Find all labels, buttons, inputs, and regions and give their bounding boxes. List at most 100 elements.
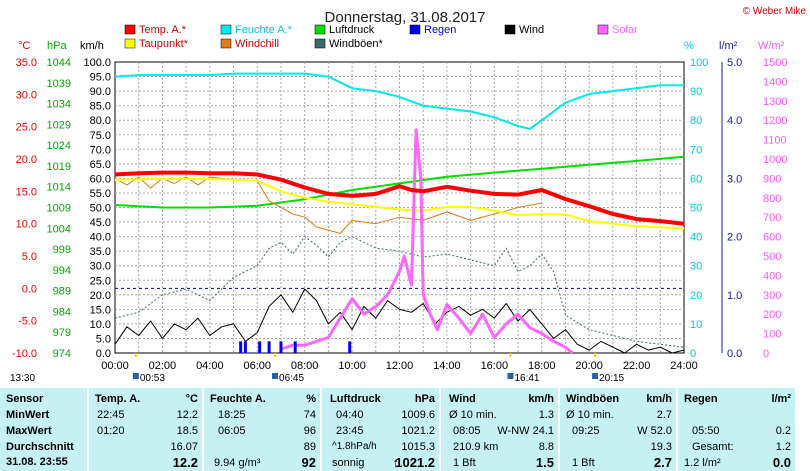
press-trend-arrow-icon: ↑ xyxy=(392,455,400,470)
solar-tick-label: 1000 xyxy=(763,154,787,166)
legend-swatch xyxy=(314,38,326,49)
hum-tick-label: 40 xyxy=(690,232,702,244)
temp-min: 12.2 xyxy=(176,409,198,421)
legend-swatch xyxy=(124,38,136,49)
temp-tick-label: -10.0 xyxy=(12,348,37,360)
press-tick-label: 989 xyxy=(53,286,71,298)
avg-label: Durchschnitt xyxy=(6,441,74,453)
press-min: 1009.6 xyxy=(401,409,435,421)
rain-current: 0.0 xyxy=(772,455,791,470)
wind-tick-label: 95.0 xyxy=(90,72,111,84)
wind-avg: 8.8 xyxy=(538,441,554,453)
hum-tick-label: 0 xyxy=(690,348,696,360)
temp-panel: Temp. A. °C 22:45 12.2 01:20 18.5 16.07 … xyxy=(89,388,202,471)
legend-label: Solar xyxy=(612,24,638,36)
x-tick-label: 06:00 xyxy=(243,360,271,372)
wind-tick-label: 40.0 xyxy=(90,232,111,244)
solar-unit-label: W/m² xyxy=(758,40,785,52)
press-tick-label: 1019 xyxy=(47,161,71,173)
marker-label: 06:45 xyxy=(279,373,304,384)
press-trend: ^1.8hPa/h xyxy=(332,441,377,452)
wind-tick-label: 25.0 xyxy=(90,275,111,287)
legend-swatch xyxy=(504,24,516,35)
x-tick-label: 00:00 xyxy=(101,360,129,372)
rain-unit-label: l/m² xyxy=(719,40,738,52)
time-markers: 00:53 06:45 16:41 20:15 xyxy=(132,353,625,384)
axis-units: °C hPa km/h% l/m² W/m² xyxy=(18,40,785,52)
hum-min-time: 18:25 xyxy=(218,409,246,421)
wind-current: 1.5 xyxy=(535,455,554,470)
hum-tick-label: 80 xyxy=(690,115,702,127)
solar-tick-label: 1100 xyxy=(763,135,787,147)
hum-panel: Feuchte A. % 18:25 74 06:05 96 89 9.94 g… xyxy=(204,388,320,471)
solar-tick-label: 0 xyxy=(763,348,769,360)
press-tick-label: 1029 xyxy=(47,119,71,131)
legend-swatch xyxy=(597,24,609,35)
hum-max: 96 xyxy=(303,425,316,437)
rain-bar xyxy=(293,341,297,353)
hum-unit: % xyxy=(306,393,316,405)
x-tick-label: 18:00 xyxy=(528,360,556,372)
rain-max: 0.2 xyxy=(775,425,791,437)
temp-tick-label: 5.0 xyxy=(22,251,37,263)
rain-rate: 1.2 l/m² xyxy=(684,457,721,469)
wind-tick-label: 100.0 xyxy=(83,57,111,69)
wind-unit-label: km/h xyxy=(80,40,104,52)
gust-avg10: 2.7 xyxy=(656,409,672,421)
solar-tick-label: 1500 xyxy=(763,57,787,69)
legend-label: Regen xyxy=(424,24,456,36)
marker-label: 00:53 xyxy=(140,373,165,384)
marker-icon xyxy=(132,373,139,379)
series-line-luftdruck xyxy=(114,155,685,209)
time-left-label: 13:30 xyxy=(10,373,35,384)
wind-max: W-NW 24.1 xyxy=(497,425,554,437)
press-unit-label: hPa xyxy=(47,40,67,52)
temp-max: 18.5 xyxy=(176,425,198,437)
wind-tick-label: 5.0 xyxy=(96,333,111,345)
marker-label: 16:41 xyxy=(514,373,539,384)
min-label: MinWert xyxy=(6,409,50,421)
press-tick-label: 979 xyxy=(53,327,71,339)
hum-tick-label: 20 xyxy=(690,290,702,302)
sensor-header: Sensor xyxy=(6,393,44,405)
rain-total-label: Gesamt: xyxy=(692,441,734,453)
wind-tick-label: 70.0 xyxy=(90,144,111,156)
x-tick-label: 10:00 xyxy=(338,360,366,372)
temp-tick-label: 20.0 xyxy=(16,154,37,166)
gust-max: W 52.0 xyxy=(637,425,672,437)
press-max: 1021.2 xyxy=(401,425,435,437)
wind-tick-label: 65.0 xyxy=(90,159,111,171)
weather-chart: Donnerstag, 31.08.2017 © Weber Mike Temp… xyxy=(10,6,807,384)
temp-avg: 16.07 xyxy=(170,441,198,453)
chart-legend: Temp. A.* Feuchte A.* Luftdruck Regen Wind So… xyxy=(124,24,638,50)
hum-tick-label: 100 xyxy=(690,57,708,69)
wind-tick-label: 90.0 xyxy=(90,86,111,98)
series-line-wind xyxy=(114,288,685,354)
wind-panel: Wind km/h Ø 10 min. 1.3 08:05 W-NW 24.1 … xyxy=(441,388,558,471)
press-tick-label: 1024 xyxy=(47,140,71,152)
legend-label: Luftdruck xyxy=(329,24,375,36)
hum-tick-label: 30 xyxy=(690,261,702,273)
x-tick-label: 02:00 xyxy=(149,360,177,372)
rain-panel: Regen l/m² 05:50 0.2 Gesamt: 1.2 1.2 l/m… xyxy=(678,388,795,471)
legend-swatch xyxy=(314,24,326,35)
hum-tick-label: 90 xyxy=(690,86,702,98)
press-tick-label: 999 xyxy=(53,244,71,256)
rain-tick-label: 1.0 xyxy=(727,290,742,302)
legend-swatch xyxy=(220,38,232,49)
hum-absolute: 9.94 g/m³ xyxy=(214,457,261,469)
wind-unit: km/h xyxy=(528,393,554,405)
x-tick-label: 08:00 xyxy=(291,360,319,372)
temp-unit: °C xyxy=(185,393,198,405)
gust-header: Windböen xyxy=(566,393,620,405)
gust-max-time: 09:25 xyxy=(572,425,600,437)
marker-icon xyxy=(507,373,514,379)
x-tick-label: 14:00 xyxy=(433,360,461,372)
solar-tick-label: 100 xyxy=(763,329,781,341)
solar-tick-label: 1200 xyxy=(763,115,787,127)
temp-max-time: 01:20 xyxy=(97,425,125,437)
rain-tick-label: 3.0 xyxy=(727,173,742,185)
press-forecast: sonnig xyxy=(332,457,365,469)
wind-bft: 1 Bft xyxy=(453,457,476,469)
legend-label: Wind xyxy=(519,24,544,36)
